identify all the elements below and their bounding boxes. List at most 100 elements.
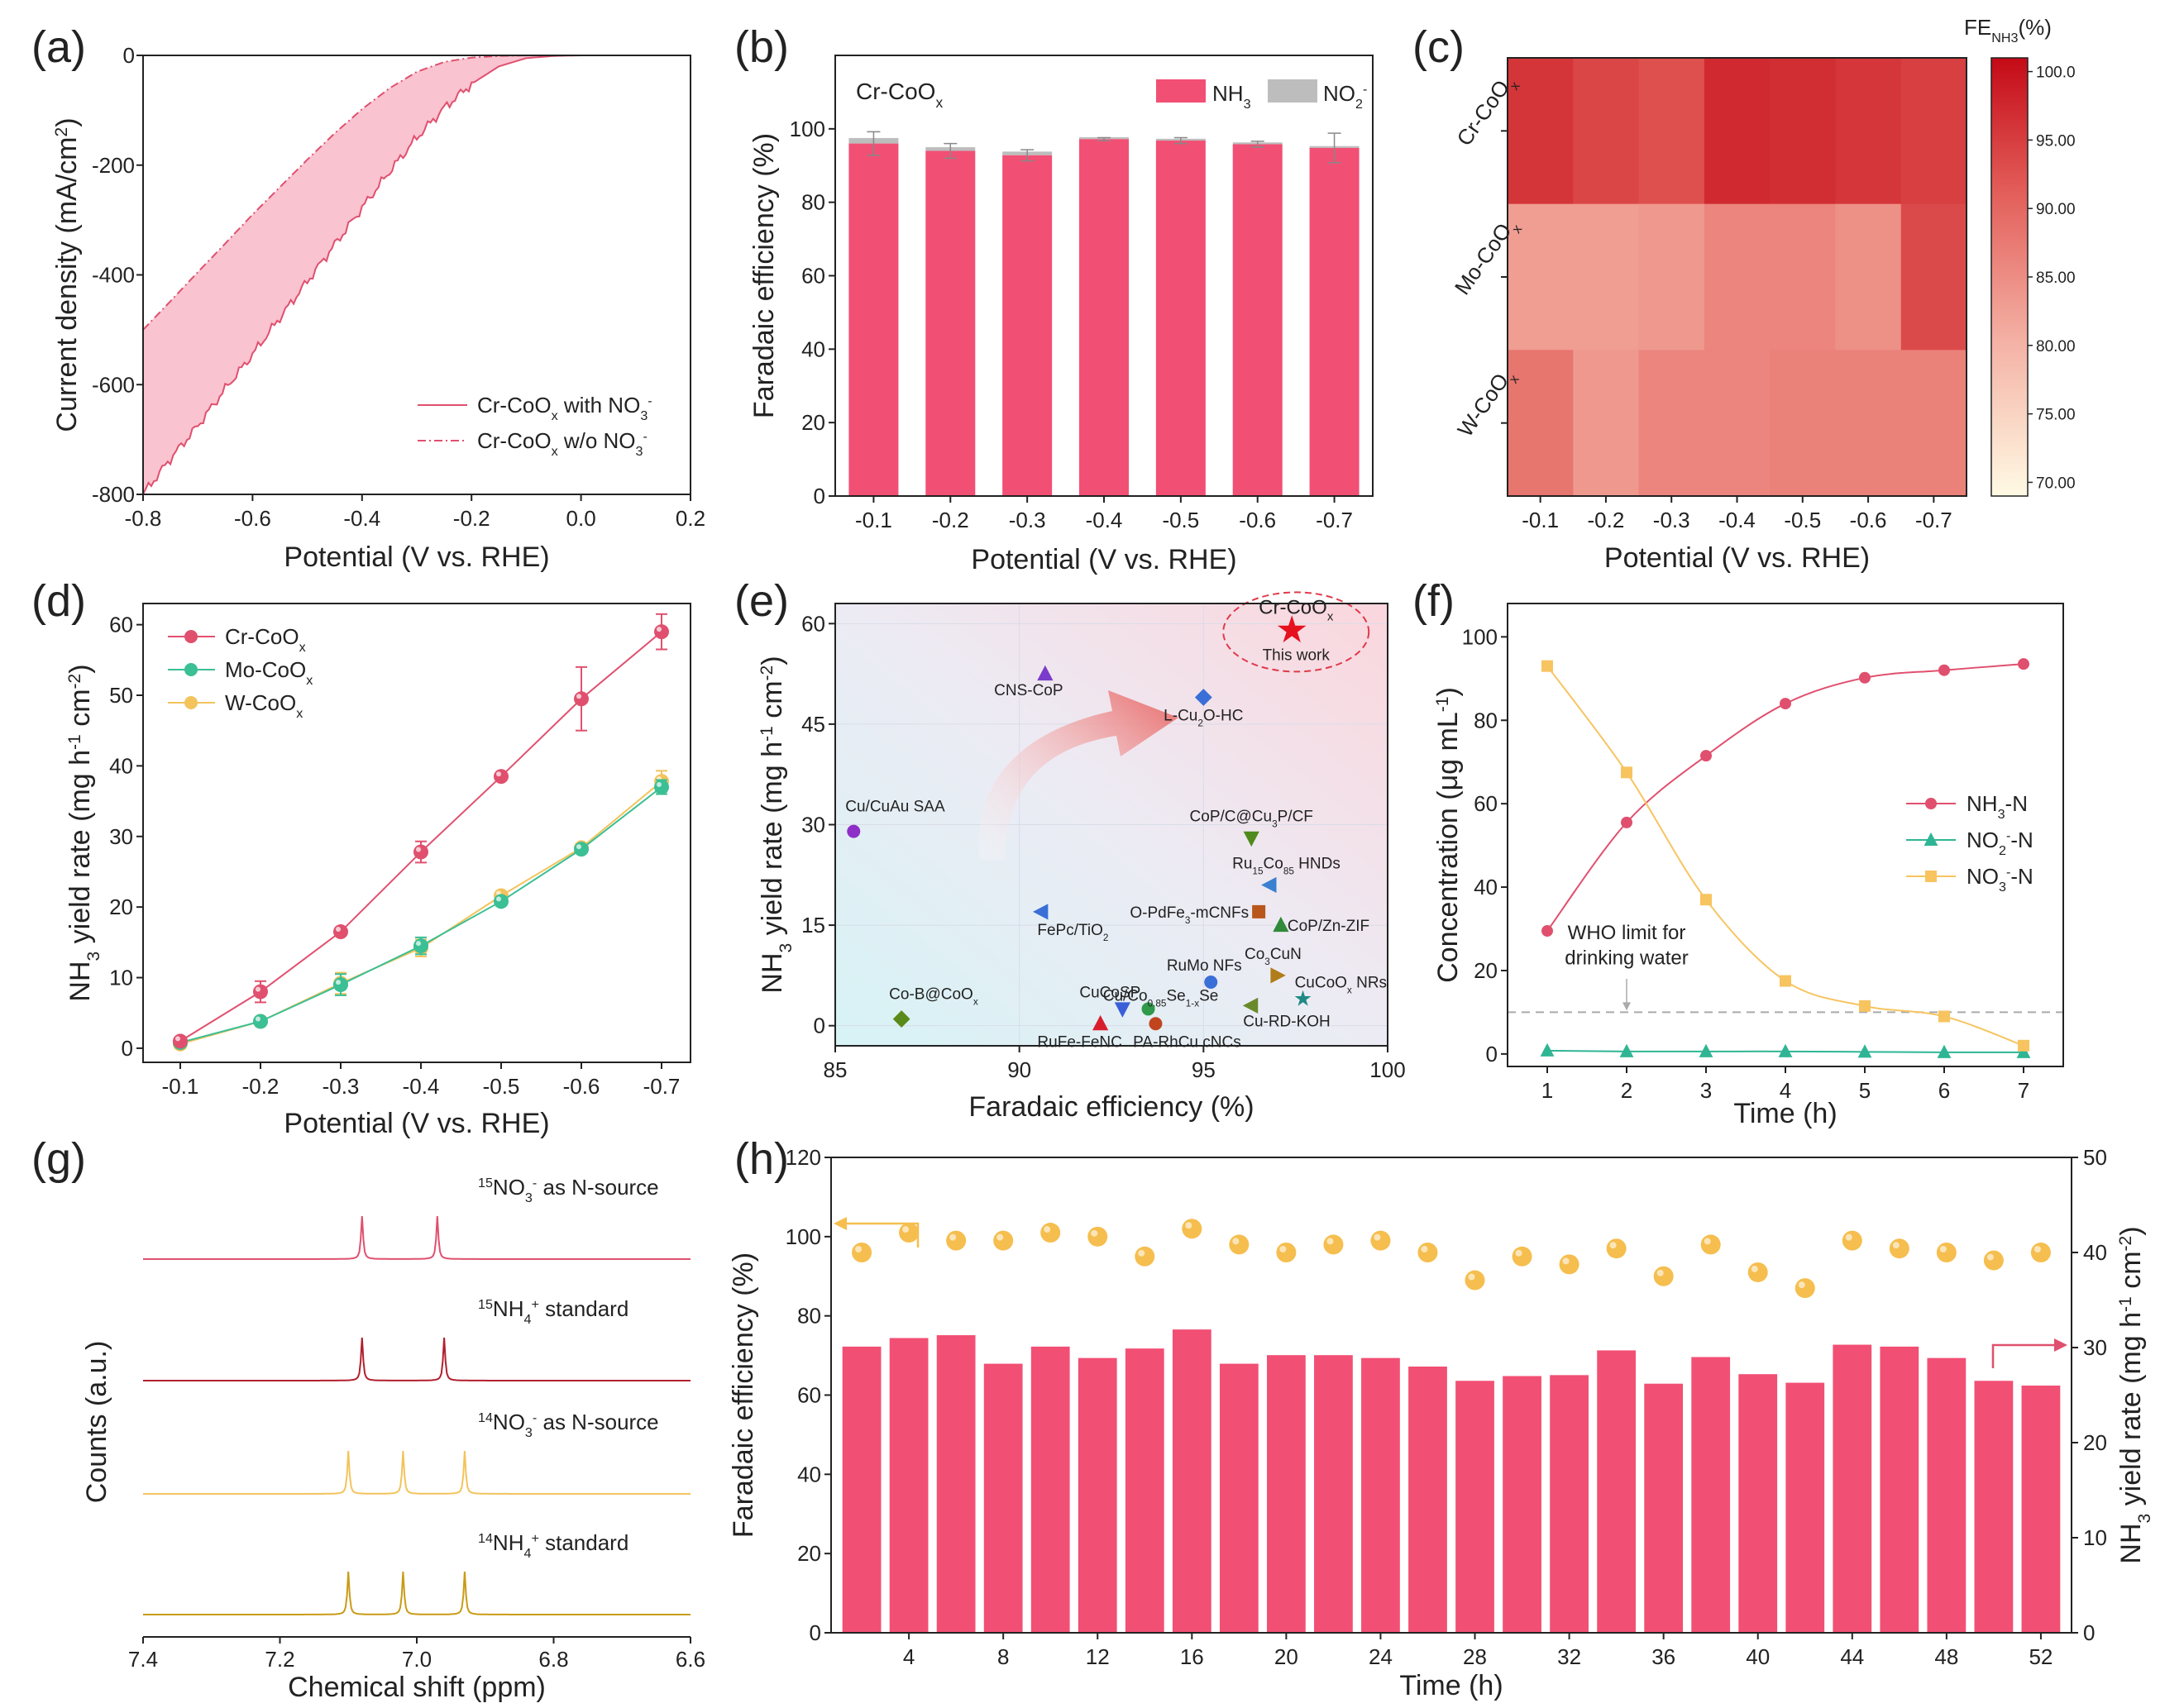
text-part: standard bbox=[539, 1530, 628, 1555]
y-tick-label: 100 bbox=[1462, 624, 1498, 649]
bar-yield bbox=[2021, 1386, 2061, 1633]
scatter-point bbox=[1037, 665, 1054, 681]
data-point-highlight bbox=[496, 771, 501, 777]
y2-axis-title: NH3 yield rate (mg h-1 cm-2) bbox=[2115, 1226, 2154, 1563]
bar-yield bbox=[1125, 1348, 1164, 1633]
data-point bbox=[1700, 750, 1712, 762]
text-part: 2 bbox=[1355, 97, 1363, 112]
heatmap-cell bbox=[1508, 350, 1574, 497]
scatter-point bbox=[892, 1010, 910, 1028]
data-point-highlight bbox=[1326, 1238, 1334, 1245]
bar-yield bbox=[1314, 1355, 1353, 1633]
y-tick-label: 50 bbox=[109, 683, 133, 708]
text-part: -N bbox=[2010, 864, 2033, 889]
data-point bbox=[946, 1230, 967, 1251]
spectrum-label: 14NH4+ standard bbox=[478, 1530, 628, 1561]
panel-b: -0.1 -0.2 -0.3 -0.4 -0.5 -0.6 -0.7 0 20 40 60 80 100… bbox=[734, 22, 1374, 575]
y-tick-label: 30 bbox=[801, 813, 825, 837]
x-axis-title: Potential (V vs. RHE) bbox=[284, 542, 549, 573]
text-part: -1 bbox=[757, 726, 777, 742]
heatmap-cell bbox=[1573, 58, 1640, 205]
x-tick-label: 6.8 bbox=[538, 1647, 568, 1672]
y-tick-label: 0 bbox=[810, 1620, 821, 1645]
scatter-point bbox=[1242, 997, 1259, 1014]
x-tick-label: 52 bbox=[2029, 1644, 2053, 1669]
plot-frame bbox=[142, 603, 691, 1063]
x-tick-label: -0.3 bbox=[1009, 508, 1046, 532]
x-tick-label: 0.0 bbox=[566, 506, 596, 531]
point-label: CoP/Zn-ZIF bbox=[1288, 918, 1369, 935]
legend-label: NH3-N bbox=[1967, 791, 2028, 822]
text-part: HNDs bbox=[1294, 855, 1341, 872]
x-tick-label: -0.3 bbox=[323, 1074, 360, 1099]
text-part: 85 bbox=[1283, 866, 1295, 876]
data-point-highlight bbox=[1562, 1257, 1570, 1265]
text-part: NH bbox=[65, 961, 96, 1002]
panel-a: -0.8 -0.6 -0.4 -0.2 0.0 0.2 -800 -600 -400 -200 0 P… bbox=[31, 22, 705, 573]
data-point bbox=[1512, 1246, 1532, 1267]
text-part: Concentration (μg mL bbox=[1432, 712, 1464, 983]
text-part: (%) bbox=[2018, 15, 2051, 40]
heatmap-cell bbox=[1508, 203, 1574, 351]
x-tick-label: -0.4 bbox=[1718, 508, 1756, 532]
data-point bbox=[1859, 671, 1871, 684]
text-part: - bbox=[1363, 82, 1367, 97]
legend-marker bbox=[184, 630, 198, 643]
y-tick-label: -600 bbox=[92, 372, 135, 397]
bar-yield bbox=[1266, 1355, 1306, 1633]
data-point bbox=[1795, 1278, 1815, 1299]
y-tick-label: 40 bbox=[801, 336, 825, 361]
y-tick-label: 40 bbox=[1474, 875, 1498, 899]
text-part: yield rate (mg h bbox=[65, 750, 96, 952]
series-line bbox=[179, 786, 662, 1044]
y-tick-label: 60 bbox=[801, 264, 825, 289]
data-point bbox=[1700, 1234, 1721, 1255]
data-point bbox=[1621, 816, 1632, 828]
point-label: CuCoSP bbox=[1079, 984, 1140, 1001]
x-tick-label: 28 bbox=[1463, 1644, 1487, 1669]
text-part: NO bbox=[1967, 864, 1999, 889]
data-point bbox=[574, 842, 589, 857]
data-point-highlight bbox=[336, 980, 341, 985]
text-part: yield rate (mg h bbox=[757, 742, 788, 943]
text-part: 3 bbox=[777, 943, 796, 953]
scatter-point bbox=[1273, 916, 1289, 933]
x-tick-label: 6 bbox=[1938, 1078, 1950, 1103]
y2-tick-label: 40 bbox=[2083, 1240, 2107, 1265]
text-part: 3 bbox=[1264, 956, 1270, 966]
data-point bbox=[1653, 1266, 1674, 1286]
bar-yield bbox=[1172, 1329, 1211, 1633]
point-label: Co3CuN bbox=[1245, 946, 1302, 967]
text-part: Cr-CoO bbox=[856, 79, 935, 104]
x-tick-label: -0.4 bbox=[403, 1074, 440, 1099]
x-axis-title: Time (h) bbox=[1399, 1670, 1503, 1701]
data-point-highlight bbox=[996, 1233, 1004, 1241]
text-part: NO bbox=[493, 1410, 525, 1434]
legend-label: Cr-CoOx w/o NO3- bbox=[477, 428, 648, 459]
scatter-point bbox=[1243, 831, 1259, 847]
text-part: -1 bbox=[1433, 696, 1452, 712]
text-part: standard bbox=[539, 1296, 628, 1321]
text-part: O-HC bbox=[1203, 707, 1244, 724]
text-part: NO bbox=[1323, 81, 1355, 106]
text-part: NH bbox=[493, 1296, 524, 1321]
data-point-highlight bbox=[496, 896, 501, 902]
x-tick-label: -0.6 bbox=[234, 506, 271, 531]
bar-yield bbox=[842, 1346, 882, 1633]
text-part: Cr-CoO bbox=[225, 624, 299, 649]
colorbar-tick-label: 90.00 bbox=[2036, 201, 2076, 218]
x-tick-label: 1 bbox=[1541, 1078, 1553, 1103]
x-tick-label: 16 bbox=[1180, 1644, 1204, 1669]
data-point bbox=[654, 780, 669, 794]
x-tick-label: 2 bbox=[1621, 1078, 1632, 1103]
data-point-highlight bbox=[949, 1233, 957, 1241]
text-part: 3 bbox=[640, 408, 648, 423]
bar-yield bbox=[1219, 1363, 1259, 1633]
data-point-highlight bbox=[1704, 1238, 1711, 1245]
data-point bbox=[253, 1014, 268, 1029]
panel-d: -0.1 -0.2 -0.3 -0.4 -0.5 -0.6 -0.7 0 10 20 30 40 50 6… bbox=[31, 576, 691, 1139]
y-axis-title: Faradaic efficiency (%) bbox=[728, 1252, 759, 1538]
x-tick-label: 5 bbox=[1859, 1078, 1871, 1103]
x-axis-title: Potential (V vs. RHE) bbox=[1604, 542, 1870, 574]
